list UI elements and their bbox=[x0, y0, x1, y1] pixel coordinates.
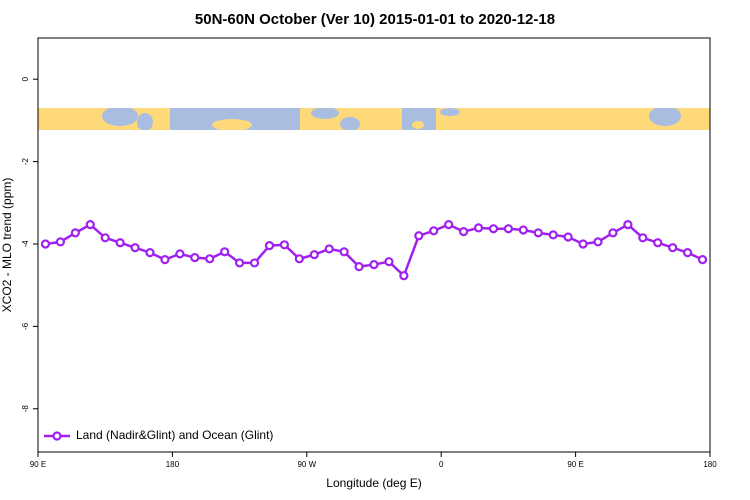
x-tick-label: 0 bbox=[439, 460, 444, 469]
x-tick-label: 90 E bbox=[30, 460, 46, 469]
data-point bbox=[593, 237, 603, 247]
data-point bbox=[459, 227, 469, 237]
data-point bbox=[100, 233, 110, 243]
data-point bbox=[70, 228, 80, 238]
data-point bbox=[190, 252, 200, 263]
data-point bbox=[533, 228, 543, 238]
data-point bbox=[369, 259, 379, 270]
data-point bbox=[309, 250, 319, 260]
data-point bbox=[115, 238, 125, 248]
data-point bbox=[429, 226, 439, 236]
data-point bbox=[563, 232, 573, 242]
chart-title: 50N-60N October (Ver 10) 2015-01-01 to 2… bbox=[195, 11, 555, 28]
x-tick-label: 90 W bbox=[297, 460, 316, 469]
data-point bbox=[130, 243, 140, 253]
data-point bbox=[653, 238, 663, 248]
data-point bbox=[697, 255, 708, 265]
data-point bbox=[578, 239, 588, 249]
map-strip bbox=[38, 108, 710, 130]
data-point bbox=[414, 231, 424, 241]
y-tick-label: -6 bbox=[21, 322, 30, 330]
y-tick-label: -2 bbox=[21, 157, 30, 165]
data-point bbox=[638, 233, 648, 243]
data-point bbox=[85, 220, 95, 230]
data-point bbox=[160, 255, 170, 265]
x-tick-label: 90 E bbox=[567, 460, 583, 469]
data-point bbox=[175, 249, 185, 259]
y-tick-label: 0 bbox=[21, 76, 30, 81]
plot-frame bbox=[37, 37, 711, 453]
data-point bbox=[339, 247, 349, 257]
data-point bbox=[473, 223, 484, 233]
x-axis-label: Longitude (deg E) bbox=[326, 476, 421, 490]
x-tick-label: 180 bbox=[703, 460, 717, 469]
data-point bbox=[354, 262, 364, 272]
data-point bbox=[503, 224, 513, 234]
data-point bbox=[279, 240, 289, 250]
data-point bbox=[40, 239, 51, 249]
legend-marker bbox=[52, 431, 62, 441]
data-point bbox=[623, 220, 633, 230]
data-point bbox=[488, 224, 499, 234]
legend-label: Land (Nadir&Glint) and Ocean (Glint) bbox=[76, 428, 273, 442]
data-point bbox=[205, 254, 215, 264]
y-axis-label: XCO2 - MLO trend (ppm) bbox=[0, 178, 14, 313]
data-point bbox=[399, 271, 409, 281]
y-tick-label: -4 bbox=[21, 240, 30, 248]
data-point bbox=[608, 228, 618, 238]
data-point bbox=[249, 258, 260, 268]
data-point bbox=[682, 248, 693, 258]
data-point bbox=[220, 247, 230, 257]
data-point bbox=[668, 243, 678, 253]
data-point bbox=[444, 220, 454, 230]
data-point bbox=[235, 258, 245, 268]
data-point bbox=[145, 248, 155, 258]
y-tick-label: -8 bbox=[21, 405, 30, 413]
data-point bbox=[384, 257, 394, 267]
data-point bbox=[294, 254, 304, 264]
data-point bbox=[55, 237, 66, 247]
data-point bbox=[518, 225, 528, 235]
x-tick-label: 180 bbox=[166, 460, 180, 469]
data-point bbox=[548, 230, 558, 240]
data-point bbox=[264, 241, 275, 251]
data-point bbox=[324, 244, 334, 254]
